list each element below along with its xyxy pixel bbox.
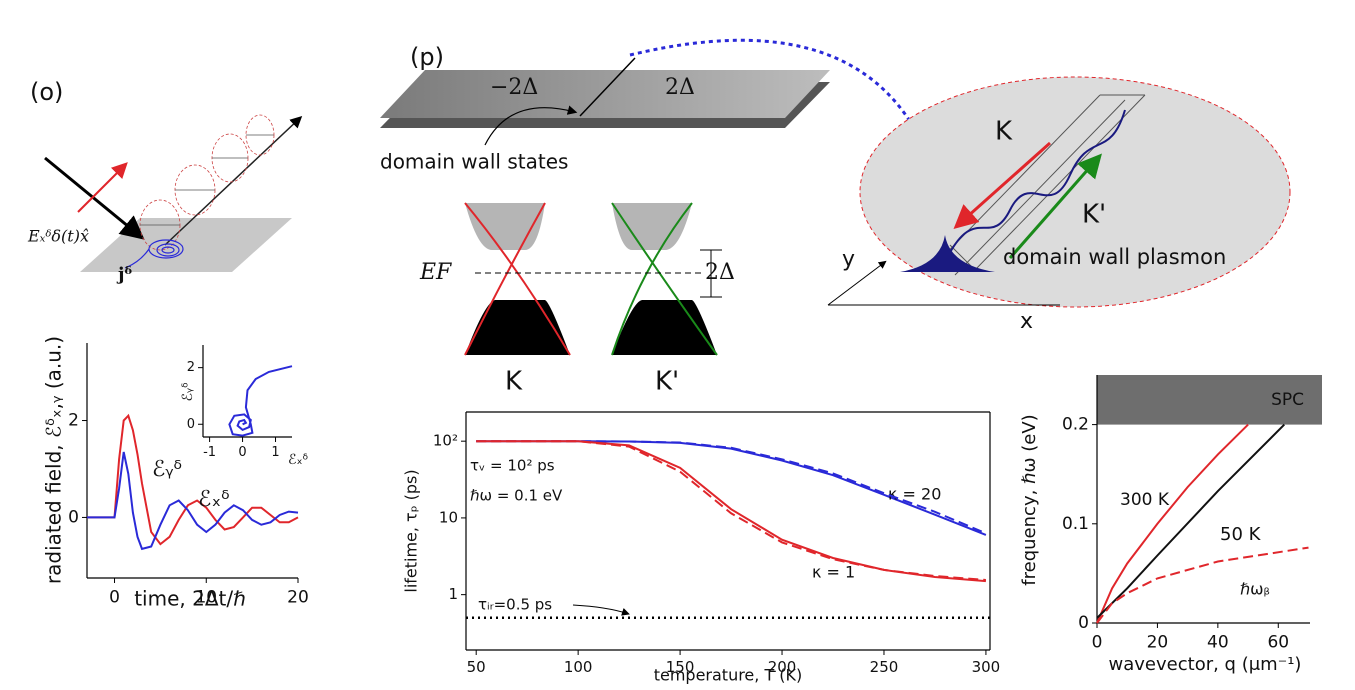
domain-wall [579, 57, 636, 117]
plasmon-k: K [995, 117, 1013, 147]
x-tick-label: 300 [972, 658, 1001, 676]
slab-top [380, 70, 830, 118]
annotation: τᵢᵣ=0.5 ps [478, 596, 552, 614]
y-tick-label: 0 [1078, 613, 1089, 633]
series-line [228, 365, 293, 437]
series-label: ℰₓᵟ [198, 487, 230, 512]
conduction-band [612, 203, 692, 250]
y-tick-label: 10 [439, 508, 458, 526]
y-tick-label: 0 [68, 507, 79, 527]
field-arrow [77, 162, 128, 213]
slab-label: −2Δ [490, 75, 538, 100]
wall-label: domain wall states [380, 150, 568, 174]
x-tick-label: 50 [467, 658, 486, 676]
plasmon-wave [944, 109, 1126, 263]
x-axis-label: temperature, T (K) [654, 666, 803, 685]
k-arrow [953, 141, 1051, 229]
zoom-arrow [629, 38, 954, 218]
y-tick-label: 1 [448, 585, 458, 603]
x-tick-label: 0 [238, 445, 246, 460]
series-line [476, 440, 986, 581]
edge-state [464, 202, 571, 356]
y-axis-label: radiated field, ℰᵟₓ,ᵧ (a.u.) [42, 336, 66, 584]
kp-arrow [1008, 153, 1102, 259]
series-line [1096, 423, 1286, 619]
fermi-label: EF [419, 260, 452, 285]
x-axis-label: wavevector, q (μm⁻¹) [1109, 654, 1302, 675]
helix [139, 114, 275, 251]
valley-label: K' [655, 367, 679, 397]
slab-label: 2Δ [665, 75, 695, 100]
series-label: κ = 1 [812, 563, 855, 582]
x-tick-label: 150 [666, 658, 695, 676]
annotation: τᵥ = 10² ps [470, 457, 555, 475]
gap-label: 2Δ [705, 260, 735, 285]
diagram-plasmon: K K' domain wall plasmon y x [629, 38, 1291, 334]
series-label: ℰᵧᵟ [152, 457, 182, 482]
y-axis-label: frequency, ℏω (eV) [1019, 414, 1040, 585]
valley-label: K [505, 367, 523, 397]
series-label: 300 K [1120, 490, 1170, 510]
gap-bracket [700, 249, 722, 298]
series-label: κ = 20 [888, 485, 941, 504]
field-label: Eₓᵟδ(t)x̂ [27, 227, 89, 246]
wall-arrow [484, 105, 578, 146]
x-tick-label: 200 [768, 658, 797, 676]
y-tick-label: 0 [187, 417, 195, 432]
annotation: ℏω = 0.1 eV [470, 487, 563, 505]
y-axis-label: lifetime, τₚ (ps) [402, 469, 421, 592]
x-tick-label: 20 [1147, 632, 1169, 652]
y-tick-label: 0.1 [1062, 514, 1089, 534]
x-tick-label: 60 [1267, 632, 1289, 652]
series-label: ℏωᵦ [1240, 580, 1270, 599]
band [1097, 375, 1322, 425]
plasmon-profile [900, 235, 995, 272]
y-axis-label: ℰᵧᵟ [180, 382, 196, 401]
edge-state [611, 202, 718, 356]
series-line [87, 413, 299, 546]
y-tick-label: 2 [187, 360, 195, 375]
x-tick-label: -1 [203, 445, 216, 460]
y-tick-label: 10² [433, 432, 458, 450]
series-line [1096, 546, 1309, 624]
y-tick-label: 0.2 [1062, 415, 1089, 435]
diagram-slab: −2Δ 2Δ domain wall states [380, 57, 830, 174]
x-tick-label: 100 [564, 658, 593, 676]
series-label: 50 K [1220, 524, 1262, 545]
x-tick-label: 0 [1092, 632, 1103, 652]
plasmon-kp: K' [1082, 200, 1106, 230]
panel-label: (p) [410, 43, 444, 71]
y-axis-arrow [827, 260, 887, 306]
current-spiral [124, 239, 184, 269]
annotation-arrow [572, 604, 630, 616]
axis-x: x [1020, 309, 1033, 334]
y-tick-label: 2 [68, 411, 79, 431]
x-tick-label: 20 [287, 587, 309, 607]
x-tick-label: 0 [109, 587, 120, 607]
current-label: jᵟ [116, 264, 133, 285]
diagram-o: Eₓᵟδ(t)x̂ jᵟ [27, 114, 303, 285]
series-line [87, 451, 299, 551]
diagram-bands: EF 2Δ K K' [419, 202, 735, 397]
zoom-ellipse [859, 76, 1291, 308]
x-tick-label: 1 [271, 445, 279, 460]
panel-label: (o) [30, 78, 63, 106]
x-axis-label: time, 2Δt/ℏ [134, 587, 246, 611]
band-label: SPC [1271, 390, 1304, 410]
axis-y: y [842, 247, 855, 272]
x-tick-label: 250 [870, 658, 899, 676]
plasmon-label: domain wall plasmon [1003, 245, 1226, 269]
x-tick-label: 40 [1207, 632, 1229, 652]
valence-band [612, 300, 717, 355]
wall-tube [929, 94, 1146, 276]
x-axis-label: ℰₓᵟ [288, 452, 308, 468]
series-line [1096, 423, 1249, 624]
x-tick-label: 10 [195, 587, 217, 607]
